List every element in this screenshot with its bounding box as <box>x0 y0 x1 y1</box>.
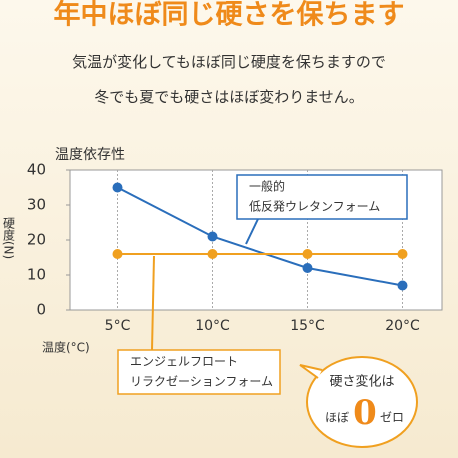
subtitle: 気温が変化してもほぼ同じ硬度を保ちますので <box>72 53 386 71</box>
badge-number: 0 <box>353 393 377 433</box>
legend-label: エンジェルフロート <box>130 355 238 369</box>
badge-text: 硬さ変化は <box>329 374 394 390</box>
y-tick-label: 10 <box>27 266 46 284</box>
badge-tail <box>299 364 323 379</box>
badge <box>306 356 418 448</box>
callout-pointer <box>151 255 155 351</box>
legend-label: 一般的 <box>249 179 285 194</box>
legend-box <box>117 349 281 395</box>
point <box>112 249 123 259</box>
point <box>397 280 408 291</box>
legend-label: リラクゼーションフォーム <box>130 375 273 389</box>
point <box>302 249 313 259</box>
badge-text: ゼロ <box>380 411 404 425</box>
page-title: 年中ほぼ同じ硬さを保ちます <box>54 0 405 31</box>
y-tick-label: 20 <box>27 231 46 249</box>
y-tick-label: 40 <box>27 161 46 179</box>
x-tick-label: 5°C <box>105 318 131 334</box>
x-tick-label: 20°C <box>385 318 420 334</box>
point <box>302 263 313 273</box>
y-tick-label: 0 <box>36 301 46 319</box>
legend-label: 低反発ウレタンフォーム <box>249 200 380 214</box>
y-axis-label: 硬度(N) <box>2 217 16 259</box>
series-line <box>117 186 403 287</box>
x-axis-label: 温度(°C) <box>42 340 90 355</box>
chart-title: 温度依存性 <box>55 147 125 163</box>
y-tick-label: 30 <box>27 196 46 214</box>
badge-text: ほぼ <box>325 411 349 425</box>
subtitle: 冬でも夏でも硬さはほぼ変わりません。 <box>94 88 364 106</box>
point <box>207 231 218 242</box>
point <box>112 182 123 193</box>
x-tick-label: 10°C <box>195 318 230 334</box>
legend-box <box>236 174 408 220</box>
callout-pointer <box>245 218 259 245</box>
x-tick-label: 15°C <box>290 318 325 334</box>
point <box>207 249 218 259</box>
point <box>397 249 408 259</box>
